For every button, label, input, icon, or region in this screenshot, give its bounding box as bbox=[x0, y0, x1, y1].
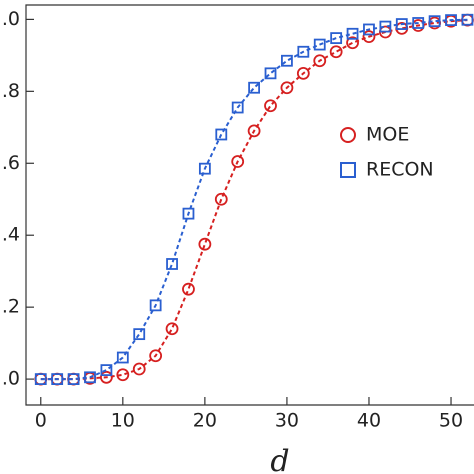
data-point bbox=[116, 351, 129, 364]
data-point bbox=[247, 124, 261, 138]
legend-label: MOE bbox=[366, 124, 409, 146]
data-point bbox=[215, 128, 228, 141]
data-point bbox=[198, 237, 212, 251]
fit-line bbox=[40, 18, 468, 381]
data-point bbox=[281, 54, 293, 67]
data-point bbox=[132, 362, 146, 376]
data-point bbox=[363, 23, 375, 36]
data-point bbox=[461, 13, 474, 26]
data-point bbox=[100, 370, 113, 384]
legend-marker bbox=[340, 127, 356, 143]
data-point bbox=[214, 192, 228, 206]
data-point bbox=[395, 18, 408, 30]
legend-marker bbox=[340, 162, 356, 178]
data-point bbox=[133, 328, 146, 341]
data-point bbox=[428, 15, 441, 28]
y-tick-label: .0 bbox=[2, 368, 20, 390]
data-point bbox=[182, 282, 195, 296]
data-point bbox=[297, 45, 310, 58]
y-tick-label: .0 bbox=[2, 8, 20, 30]
y-tick-label: .2 bbox=[2, 296, 20, 318]
y-tick-label: .6 bbox=[2, 152, 20, 174]
x-tick-label: 0 bbox=[35, 410, 47, 432]
data-point bbox=[198, 162, 211, 175]
data-point bbox=[67, 373, 80, 386]
fit-line bbox=[40, 19, 468, 381]
data-point bbox=[149, 349, 163, 363]
x-axis-label: d bbox=[270, 444, 289, 474]
data-point bbox=[330, 32, 343, 44]
data-point bbox=[100, 364, 113, 377]
data-point bbox=[379, 20, 392, 33]
plot-frame bbox=[25, 4, 474, 406]
x-tick-label: 50 bbox=[439, 410, 463, 432]
legend-label: RECON bbox=[366, 159, 434, 181]
data-point bbox=[165, 322, 179, 336]
data-point bbox=[34, 373, 47, 386]
x-tick-label: 20 bbox=[193, 410, 217, 432]
data-point bbox=[166, 258, 178, 270]
y-tick-label: .4 bbox=[2, 224, 20, 246]
data-point bbox=[346, 36, 359, 50]
data-point bbox=[248, 81, 261, 94]
data-point bbox=[346, 27, 359, 40]
data-point bbox=[84, 371, 96, 384]
y-tick-label: .8 bbox=[2, 80, 20, 102]
data-point bbox=[182, 207, 195, 220]
data-point bbox=[313, 54, 327, 68]
data-point bbox=[231, 101, 244, 114]
data-point bbox=[264, 99, 277, 113]
data-point bbox=[280, 81, 294, 95]
data-point bbox=[296, 66, 310, 80]
data-point bbox=[51, 373, 64, 386]
data-point bbox=[149, 299, 162, 312]
data-point bbox=[116, 368, 130, 382]
data-point bbox=[329, 45, 343, 59]
data-point bbox=[231, 155, 245, 168]
data-point bbox=[264, 67, 277, 80]
data-point bbox=[412, 17, 425, 29]
x-tick-label: 30 bbox=[275, 410, 299, 432]
x-tick-label: 40 bbox=[357, 410, 381, 432]
data-point bbox=[313, 38, 326, 51]
x-tick-label: 10 bbox=[111, 410, 135, 432]
data-point bbox=[445, 14, 457, 27]
data-point bbox=[362, 30, 376, 44]
